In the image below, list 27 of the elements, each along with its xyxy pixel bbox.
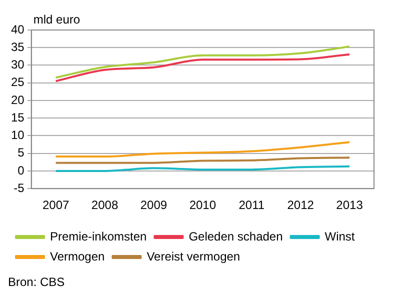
- y-axis-title: mld euro: [33, 12, 80, 26]
- legend-label: Premie-inkomsten: [50, 229, 147, 244]
- x-tick-label: 2007: [42, 198, 70, 212]
- y-tick-label: 0: [18, 163, 25, 178]
- x-tick-label: 2011: [238, 198, 265, 212]
- text: Bron: CBS: [8, 275, 66, 289]
- x-tick-label: 2010: [189, 198, 216, 212]
- y-tick-label: 20: [10, 92, 25, 107]
- y-tick-label: 5: [18, 146, 25, 160]
- legend-label: Winst: [324, 229, 356, 244]
- y-tick-label: 30: [10, 58, 25, 72]
- x-tick-label: 2013: [336, 198, 364, 212]
- y-tick-label: -5: [14, 180, 25, 195]
- y-tick-label: 10: [10, 128, 25, 142]
- line-series: [54, 141, 351, 158]
- y-tick-label: 35: [10, 40, 25, 54]
- x-tick-label: 2012: [287, 198, 314, 212]
- y-tick-label: 40: [10, 22, 25, 36]
- line-series: [54, 46, 351, 79]
- x-tick-label: 2008: [91, 198, 118, 212]
- x-tick-label: 2009: [140, 198, 168, 212]
- legend-label: Vereist vermogen: [146, 249, 240, 264]
- y-tick-label: 25: [10, 75, 25, 90]
- line-series: [54, 53, 351, 82]
- legend-label: Vermogen: [50, 249, 105, 264]
- y-tick-label: 15: [10, 110, 25, 124]
- legend-label: Geleden schaden: [188, 229, 283, 244]
